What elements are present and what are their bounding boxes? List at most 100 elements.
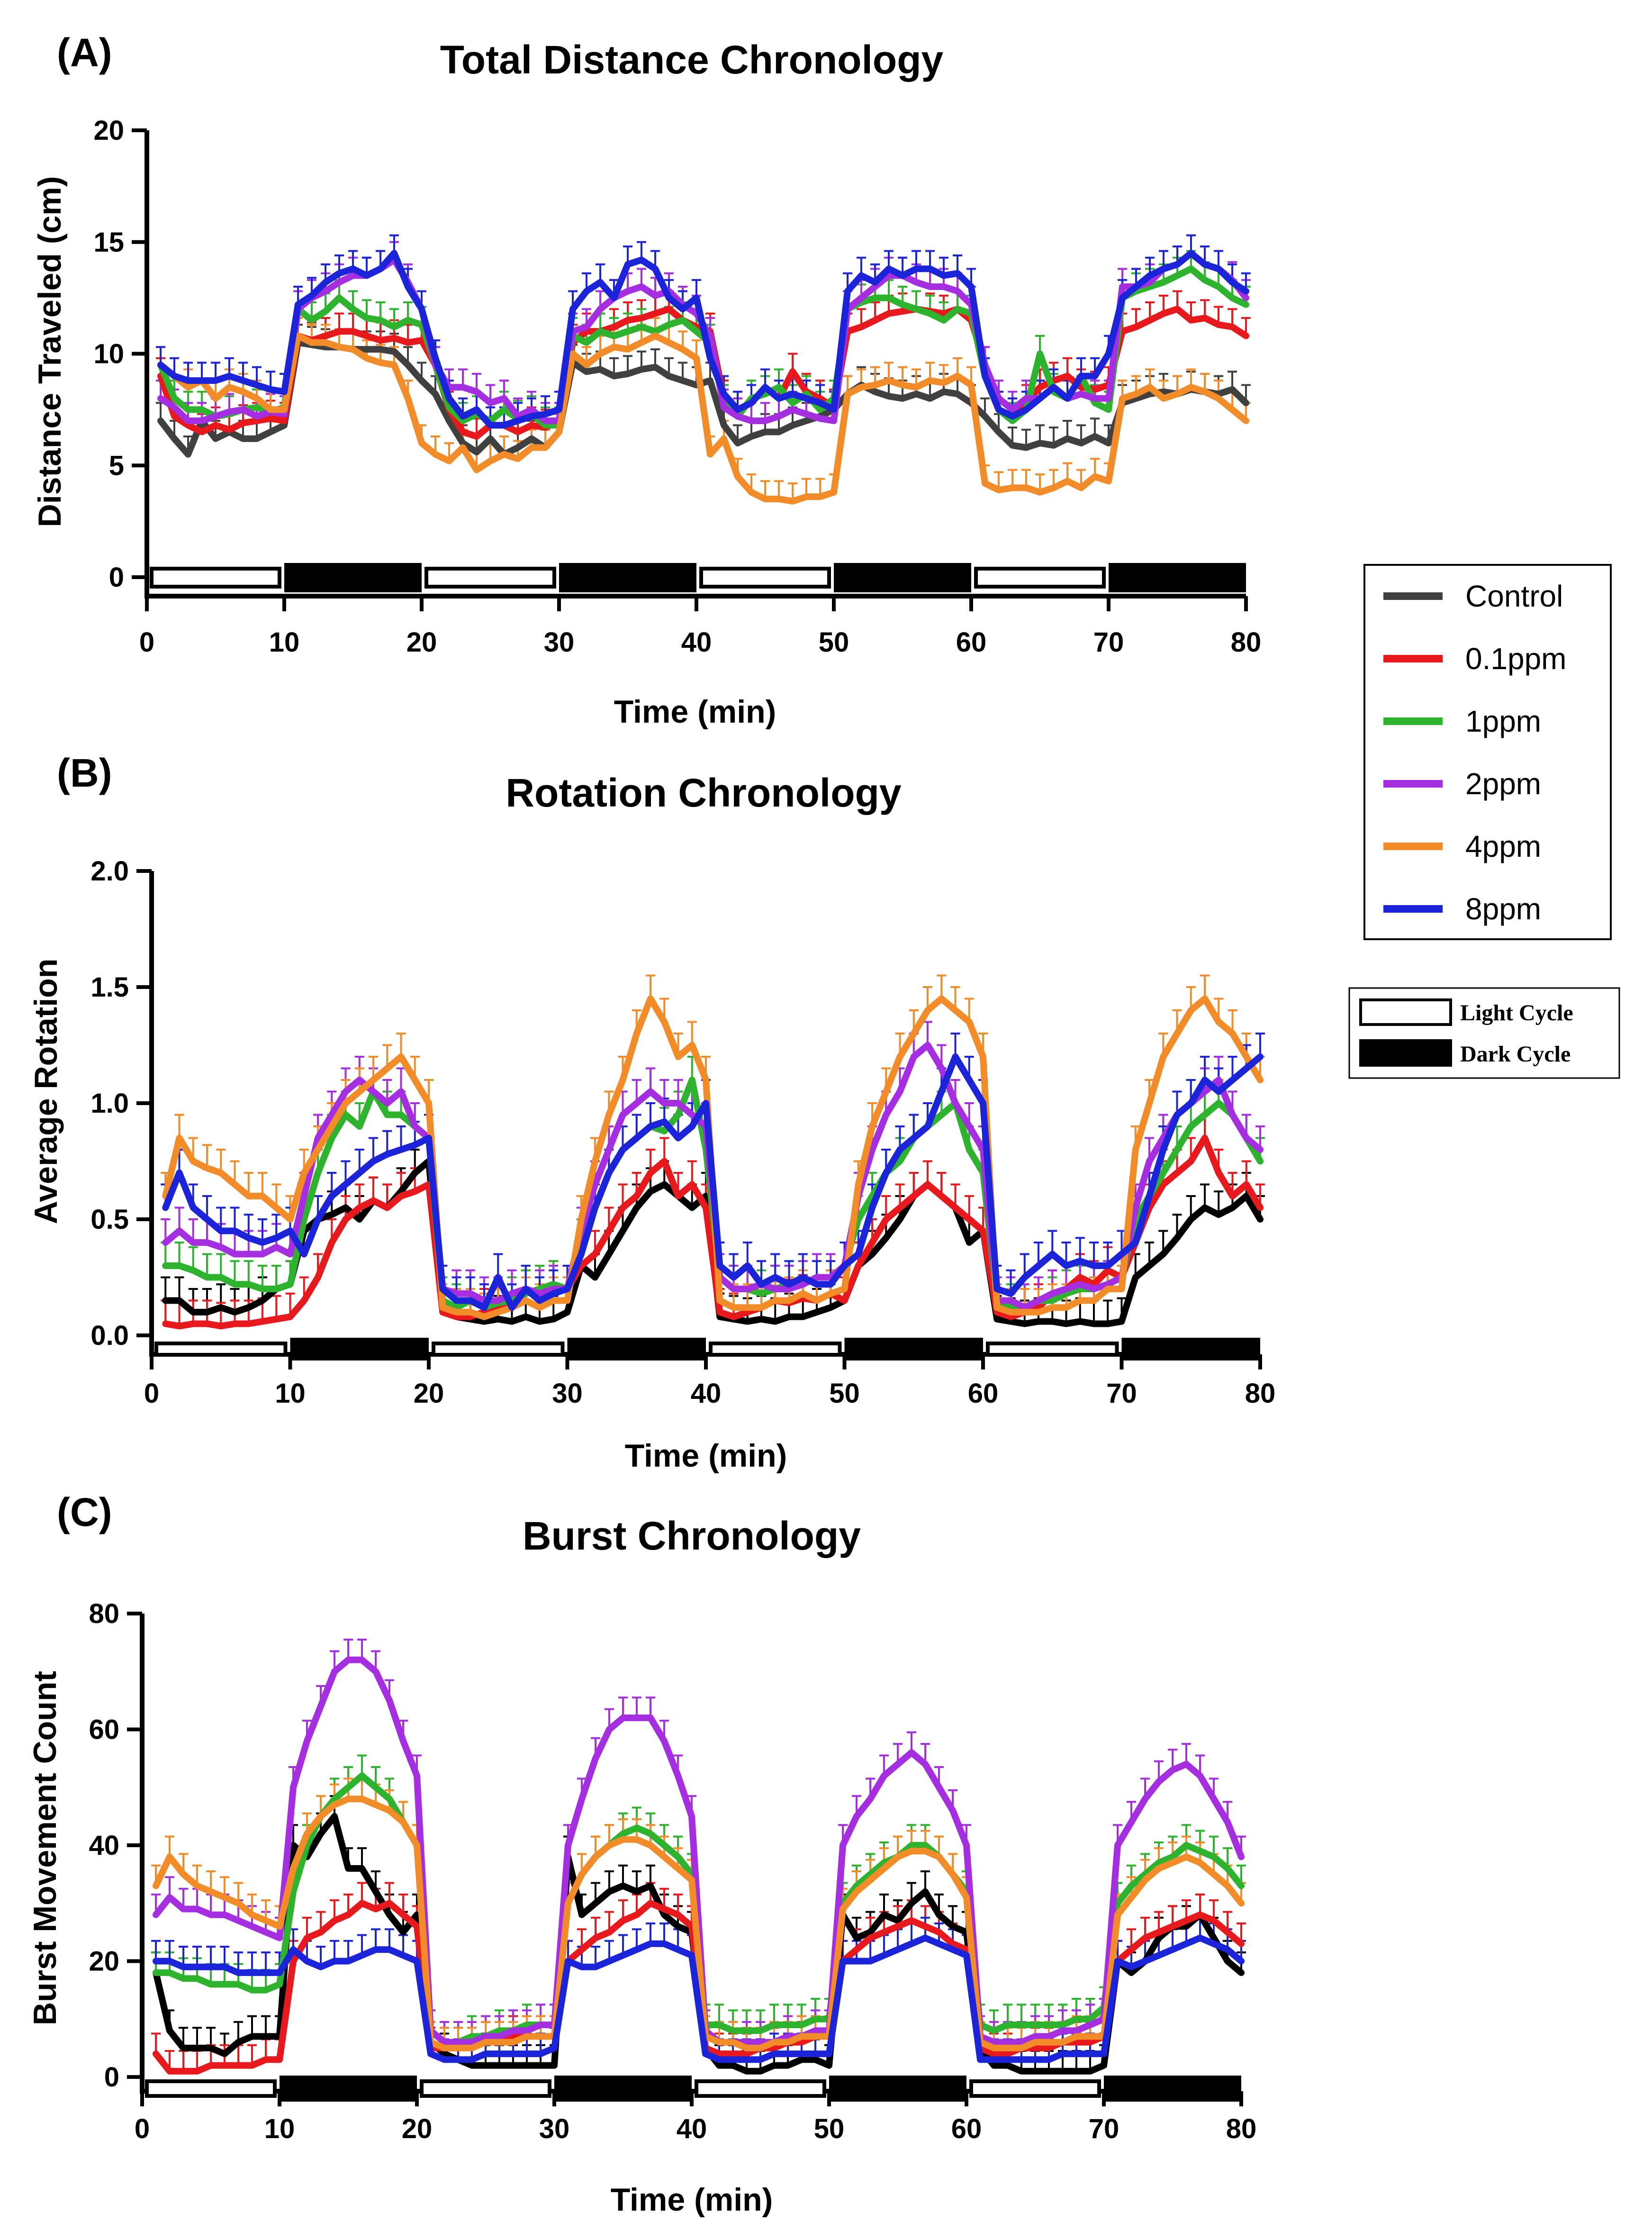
panel-b-y-tick-label: 1.0 xyxy=(90,1088,129,1119)
legend-items: Control 0.1ppm 1ppm 2ppm 4ppm 8ppm xyxy=(1383,579,1566,926)
panel-a-series-line-4ppm xyxy=(157,332,1249,505)
panel-b-y-tick-label: 0.5 xyxy=(90,1204,129,1235)
panel-c-letter: (C) xyxy=(57,1490,112,1534)
panel-b-dark-cycle-bar xyxy=(1121,1338,1260,1360)
panel-a-x-tick-label: 20 xyxy=(406,627,437,658)
dark-cycle-swatch xyxy=(1359,1039,1452,1067)
panel-a-y-tick-label: 10 xyxy=(93,339,124,370)
panel-c-y-tick-label: 20 xyxy=(89,1946,119,1977)
panel-a: (A) Total Distance Chronology Distance T… xyxy=(32,30,1261,730)
panel-b: (B) Rotation Chronology Average Rotation… xyxy=(28,751,1275,1474)
cycle-legend: Light Cycle Dark Cycle xyxy=(1348,987,1620,1079)
panel-c-light-cycle-bar xyxy=(695,2079,826,2098)
panel-b-series-line-0.1ppm xyxy=(162,1134,1264,1330)
panel-b-y-axis-label: Average Rotation xyxy=(28,959,64,1224)
panel-b-light-cycle-bar xyxy=(709,1342,842,1357)
panel-b-series-line-8ppm xyxy=(162,1053,1264,1311)
series-legend: Control 0.1ppm 1ppm 2ppm 4ppm 8ppm xyxy=(1363,564,1612,940)
panel-c-dark-cycle-bar xyxy=(554,2076,692,2102)
panel-a-y-tick-label: 15 xyxy=(93,227,124,258)
panel-b-y-tick-label: 1.5 xyxy=(90,972,129,1003)
panel-c-y-tick-label: 80 xyxy=(89,1598,119,1629)
panel-b-dark-cycle-bar xyxy=(567,1338,706,1360)
panel-a-light-cycle-bar xyxy=(974,567,1106,589)
panel-b-y-tick-label: 0.0 xyxy=(90,1320,129,1351)
panel-b-x-tick-label: 10 xyxy=(275,1378,306,1409)
panel-c-x-tick-label: 20 xyxy=(402,2113,433,2144)
panel-b-x-tick-label: 50 xyxy=(829,1378,860,1409)
panel-a-title: Total Distance Chronology xyxy=(440,37,944,82)
panel-b-dark-cycle-bar xyxy=(844,1338,983,1360)
panel-b-x-tick-label: 20 xyxy=(414,1378,444,1409)
light-cycle-swatch xyxy=(1359,998,1452,1026)
panel-a-plot-area: 0 5 10 15 20 0 10 20 30 40 50 60 70 80 xyxy=(93,115,1261,658)
panel-a-dark-cycle-bar xyxy=(559,563,696,592)
panel-a-series-line-8ppm xyxy=(157,250,1249,429)
panel-c-x-tick-label: 60 xyxy=(951,2113,982,2144)
panel-c-x-axis-label: Time (min) xyxy=(611,2182,773,2218)
panel-c-y-tick-label: 0 xyxy=(104,2062,119,2093)
panel-a-x-tick-label: 80 xyxy=(1231,627,1262,658)
panel-b-dark-cycle-bar xyxy=(290,1338,429,1360)
panel-b-light-cycle-bar xyxy=(154,1342,288,1357)
panel-b-letter: (B) xyxy=(57,751,112,795)
panel-c-light-cycle-bar xyxy=(420,2079,551,2098)
panel-a-x-tick-label: 30 xyxy=(544,627,575,658)
panel-c-y-axis-label: Burst Movement Count xyxy=(27,1671,63,2025)
panel-a-dark-cycle-bar xyxy=(284,563,422,592)
panel-b-plot-area: 0.0 0.5 1.0 1.5 2.0 0 10 20 30 40 50 60 70 80 xyxy=(90,856,1275,1409)
legend-label: 2ppm xyxy=(1465,767,1541,801)
panel-c-plot-area: 0 20 40 60 80 0 10 20 30 40 50 60 70 80 xyxy=(89,1598,1256,2144)
panel-a-x-tick-label: 60 xyxy=(956,627,987,658)
panel-a-y-tick-label: 0 xyxy=(109,562,124,593)
panel-c: (C) Burst Chronology Burst Movement Coun… xyxy=(27,1490,1256,2218)
panel-a-x-tick-label: 40 xyxy=(681,627,712,658)
panel-a-y-tick-label: 5 xyxy=(109,450,124,481)
panel-a-x-tick-label: 0 xyxy=(139,627,154,658)
panel-c-x-tick-label: 0 xyxy=(135,2113,150,2144)
panel-b-x-axis-label: Time (min) xyxy=(625,1438,787,1474)
panel-a-light-cycle-bar xyxy=(699,567,831,589)
panel-c-light-cycle-bar xyxy=(145,2079,277,2098)
panel-a-letter: (A) xyxy=(57,30,112,75)
panel-c-x-tick-label: 70 xyxy=(1089,2113,1119,2144)
legend-box xyxy=(1363,564,1612,940)
panel-a-light-cycle-bar xyxy=(150,567,281,589)
panel-b-light-cycle-bar xyxy=(986,1342,1119,1357)
legend-label: 8ppm xyxy=(1465,892,1541,926)
panel-c-dark-cycle-bar xyxy=(280,2076,417,2102)
panel-c-x-tick-label: 40 xyxy=(677,2113,707,2144)
panel-c-x-tick-label: 80 xyxy=(1226,2113,1257,2144)
panel-c-title: Burst Chronology xyxy=(523,1514,861,1558)
panel-b-x-tick-label: 40 xyxy=(691,1378,722,1409)
legend-label: Control xyxy=(1465,579,1563,613)
panel-a-x-tick-label: 50 xyxy=(819,627,849,658)
panel-c-light-cycle-bar xyxy=(969,2079,1101,2098)
panel-a-y-axis-label: Distance Traveled (cm) xyxy=(32,176,68,527)
panel-b-y-tick-label: 2.0 xyxy=(90,856,129,887)
light-cycle-label: Light Cycle xyxy=(1460,1000,1573,1025)
panel-b-x-tick-label: 80 xyxy=(1245,1378,1276,1409)
panel-c-x-tick-label: 10 xyxy=(264,2113,295,2144)
dark-cycle-label: Dark Cycle xyxy=(1460,1042,1571,1067)
panel-c-dark-cycle-bar xyxy=(829,2076,966,2102)
panel-a-light-cycle-bar xyxy=(424,567,556,589)
legend-label: 0.1ppm xyxy=(1465,642,1566,676)
panel-b-x-tick-label: 60 xyxy=(968,1378,999,1409)
panel-c-x-tick-label: 30 xyxy=(539,2113,570,2144)
panel-c-y-tick-label: 60 xyxy=(89,1714,119,1745)
panel-a-x-tick-label: 10 xyxy=(269,627,300,658)
panel-b-x-tick-label: 70 xyxy=(1106,1378,1137,1409)
panel-b-title: Rotation Chronology xyxy=(506,771,901,815)
legend-label: 4ppm xyxy=(1465,829,1541,863)
panel-c-series-line-4ppm xyxy=(153,1796,1245,2051)
panel-c-series-line-8ppm xyxy=(153,1934,1245,2063)
legend-label: 1ppm xyxy=(1465,704,1541,738)
panel-b-light-cycle-bar xyxy=(432,1342,565,1357)
panel-a-dark-cycle-bar xyxy=(1109,563,1246,592)
panel-a-dark-cycle-bar xyxy=(834,563,971,592)
panel-c-y-tick-label: 40 xyxy=(89,1830,119,1861)
panel-a-x-tick-label: 70 xyxy=(1093,627,1124,658)
panel-a-x-axis-label: Time (min) xyxy=(614,694,776,730)
